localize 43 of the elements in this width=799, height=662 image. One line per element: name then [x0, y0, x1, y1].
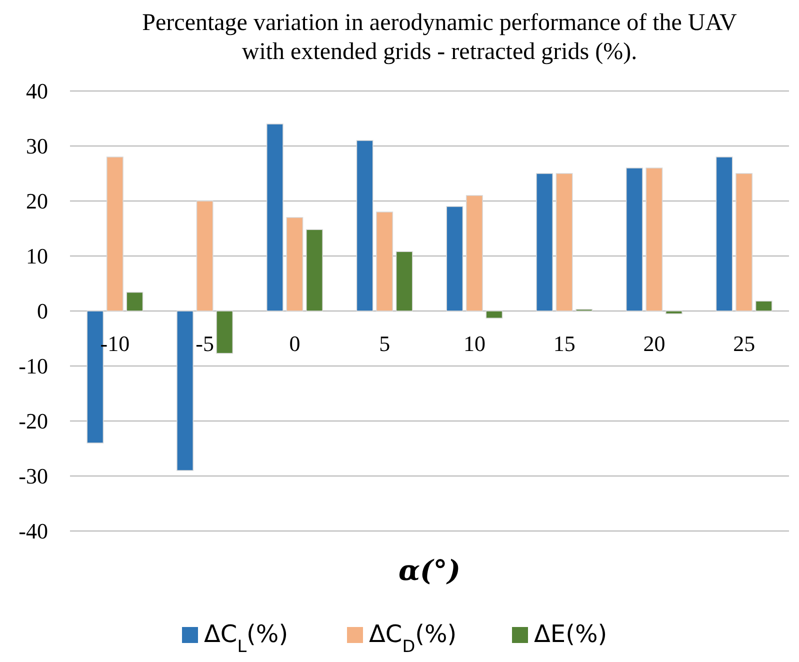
bar: [446, 206, 464, 312]
bar: [356, 140, 374, 312]
bar: [176, 310, 194, 471]
bar: [306, 229, 323, 312]
x-axis-title: α(°): [398, 554, 461, 587]
y-tick-label: -40: [18, 518, 48, 544]
x-tick-label: 15: [553, 331, 576, 356]
bar: [665, 310, 682, 314]
x-tick-label: 5: [379, 331, 390, 356]
bar: [556, 173, 573, 312]
bar: [396, 251, 413, 312]
bar: [755, 300, 772, 312]
y-tick-label: -30: [18, 464, 48, 489]
y-tick-label: 0: [37, 298, 48, 324]
y-tick-label: 30: [26, 134, 48, 159]
bar: [736, 173, 753, 312]
bar: [196, 200, 214, 312]
bar: [266, 124, 284, 312]
legend-label: ΔE(%): [534, 620, 608, 648]
x-tick-label: 25: [733, 331, 756, 356]
bar: [536, 173, 554, 312]
bar: [646, 168, 663, 312]
x-tick-label: -5: [196, 331, 214, 356]
bar: [466, 195, 483, 312]
y-tick-label: -10: [18, 354, 48, 379]
x-tick-label: 20: [643, 331, 666, 356]
bar: [376, 212, 394, 312]
y-tick-label: 10: [26, 244, 48, 269]
bar: [126, 292, 144, 312]
x-tick-label: 0: [289, 331, 300, 356]
bar: [216, 310, 234, 354]
legend-label: ΔC$_{D}$(%): [369, 620, 457, 656]
chart-title: Percentage variation in aerodynamic performance of the UAV with extended grids - retracted grids (%).: [142, 10, 738, 65]
y-tick-label: -20: [18, 408, 48, 434]
bar: [626, 168, 643, 312]
bar: [486, 310, 503, 319]
bar: [286, 217, 304, 312]
legend-label: ΔC$_{L}$(%): [204, 620, 288, 656]
x-tick-label: 10: [463, 331, 486, 356]
y-tick-label: 40: [26, 78, 48, 104]
y-tick-label: 20: [26, 188, 48, 214]
bar: [106, 156, 124, 312]
bar: [716, 156, 733, 312]
